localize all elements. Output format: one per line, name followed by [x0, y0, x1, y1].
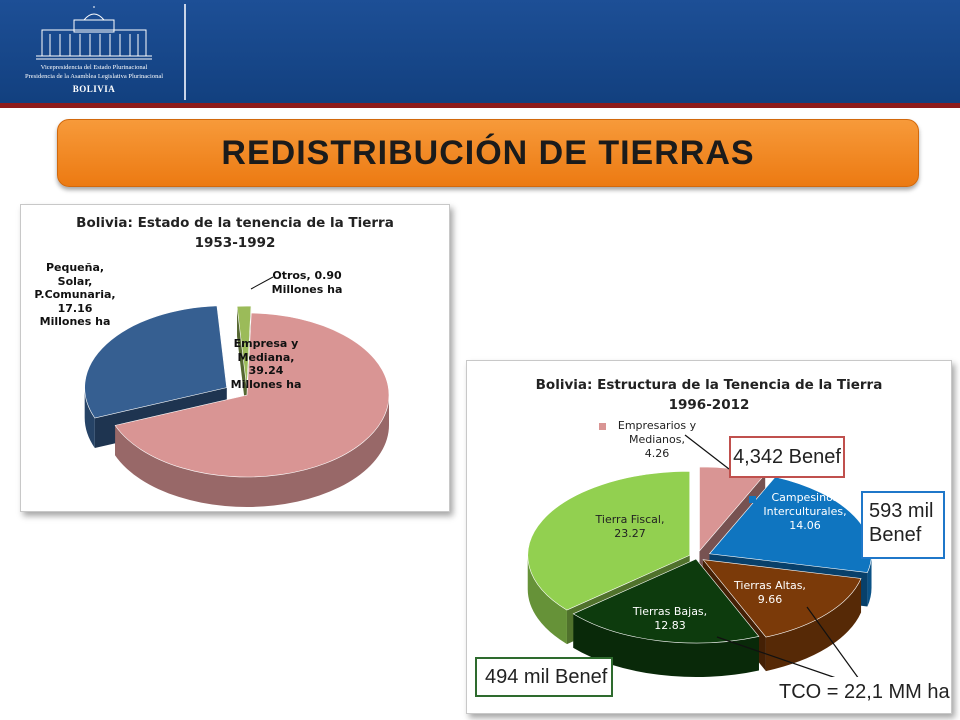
pie-slice-tierra-fiscal: [527, 470, 691, 611]
chart1-subtitle: 1953-1992: [194, 235, 276, 251]
pie-slice-side: [527, 555, 567, 645]
logo-text-line1: Vicepresidencia del Estado Plurinacional: [40, 64, 148, 71]
callout-tierras-bajas-benef: 494 mil Benef: [475, 657, 613, 697]
leader-line-tierras-altas: [806, 606, 860, 680]
pie-slice-tierras-bajas: [572, 558, 760, 644]
chart2-label-empresarios: Empresarios y Medianos, 4.26: [617, 419, 697, 460]
chart2-label-tierras-altas: Tierras Altas, 9.66: [734, 579, 806, 606]
header-rule: [0, 103, 960, 108]
pie-slice-campesinos-interculturales: [708, 476, 872, 573]
chart1-label-empresa: Empresa y Mediana, 39.24 Millones ha: [230, 337, 302, 391]
vicepresidencia-logo: Vicepresidencia del Estado Plurinacional…: [14, 4, 174, 98]
pie-slice-empresa-y-mediana: [114, 312, 390, 478]
header-bar: Vicepresidencia del Estado Plurinacional…: [0, 0, 960, 103]
callout-campesinos-benef: 593 mil Benef: [861, 491, 945, 559]
chart1-label-otros: Otros, 0.90 Millones ha: [271, 269, 343, 296]
chart2-label-campesinos: Campesinos Interculturales, 14.06: [763, 491, 847, 532]
pie-slice-side: [573, 613, 759, 678]
legend-marker-campesinos: [749, 496, 756, 503]
pie-slice-side: [84, 387, 95, 449]
chart1-label-pequena: Pequeña, Solar, P.Comunaria, 17.16 Millo…: [34, 261, 116, 328]
chart2-subtitle: 1996-2012: [668, 397, 750, 413]
leader-line-tierras-bajas: [716, 636, 840, 680]
pie-slice-peque-a-solar-p-comunaria: [84, 305, 228, 419]
chart-tenencia-1996-2012: Bolivia: Estructura de la Tenencia de la…: [466, 360, 952, 714]
leader-line-empresarios: [684, 434, 730, 470]
slide-title: REDISTRIBUCIÓN DE TIERRAS: [221, 134, 755, 172]
pie-slice-side: [115, 395, 389, 507]
pie-slice-side: [867, 553, 872, 607]
pie-slice-edge: [237, 306, 247, 419]
logo-text-bolivia: BOLIVIA: [72, 84, 116, 94]
header-divider: [184, 4, 186, 100]
pie-slice-tierras-altas: [702, 559, 862, 638]
legend-marker-empresarios: [599, 423, 606, 430]
leader-line-otros: [250, 276, 274, 290]
chart2-label-tierras-bajas: Tierras Bajas, 12.83: [632, 605, 708, 632]
chart2-label-tierra-fiscal: Tierra Fiscal, 23.27: [595, 513, 665, 540]
chart1-title: Bolivia: Estado de la tenencia de la Tie…: [76, 215, 394, 231]
callout-tco: TCO = 22,1 MM ha: [779, 677, 950, 707]
callout-empresarios-benef: 4,342 Benef: [729, 436, 845, 478]
palace-emblem-icon: [36, 4, 152, 60]
chart2-plot: [527, 423, 872, 680]
logo-text-line2: Presidencia de la Asamblea Legislativa P…: [24, 73, 164, 80]
chart2-title: Bolivia: Estructura de la Tenencia de la…: [535, 377, 883, 393]
pie-slice-otros: [236, 305, 252, 389]
chart1-plot: [84, 276, 390, 507]
slide-title-bar: REDISTRIBUCIÓN DE TIERRAS: [57, 119, 919, 187]
chart-tenencia-1953-1992: Bolivia: Estado de la tenencia de la Tie…: [20, 204, 450, 512]
pie-slice-side: [765, 578, 862, 672]
